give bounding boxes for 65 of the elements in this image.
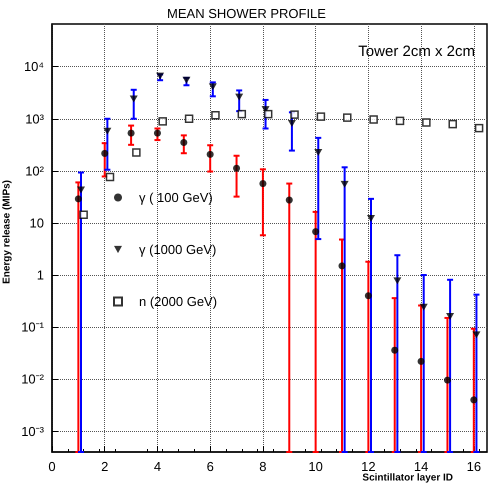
point xyxy=(154,130,161,137)
legend-label: n (2000 GeV) xyxy=(139,294,218,309)
point xyxy=(472,331,480,338)
point xyxy=(77,186,85,194)
x-tick-label: 16 xyxy=(466,459,482,474)
point xyxy=(235,94,244,101)
x-tick-label: 10 xyxy=(308,459,323,474)
x-tick-label: 12 xyxy=(361,459,376,474)
point xyxy=(103,128,112,135)
x-tick-label: 8 xyxy=(259,459,267,474)
point xyxy=(343,113,352,122)
legend-label: γ (1000 GeV) xyxy=(139,242,216,257)
x-axis-title: Scintillator layer ID xyxy=(362,472,454,484)
point xyxy=(369,115,378,124)
point xyxy=(180,139,188,146)
point xyxy=(74,195,82,202)
point xyxy=(101,150,108,157)
point xyxy=(312,228,320,236)
point xyxy=(158,117,167,126)
point xyxy=(470,396,478,404)
y-tick-label: 10⁴ xyxy=(24,59,44,74)
x-tick-label: 2 xyxy=(101,459,108,474)
point xyxy=(206,150,214,158)
chart-title: MEAN SHOWER PROFILE xyxy=(167,6,326,21)
point xyxy=(233,164,240,172)
point xyxy=(132,148,141,157)
point xyxy=(184,114,194,124)
y-tick-label: 10⁻³ xyxy=(21,424,45,439)
point xyxy=(396,116,404,126)
point xyxy=(422,118,431,127)
y-axis-title: Energy release (MIPs) xyxy=(2,180,12,284)
point xyxy=(259,180,266,188)
point xyxy=(286,196,293,204)
annotation: Tower 2cm x 2cm xyxy=(358,43,476,60)
point xyxy=(106,172,114,182)
point xyxy=(448,120,457,128)
x-tick-label: 6 xyxy=(206,459,214,474)
point xyxy=(418,358,425,365)
point xyxy=(182,76,190,84)
point xyxy=(444,376,451,384)
x-tick-label: 14 xyxy=(414,459,428,474)
x-tick-label: 0 xyxy=(48,459,56,474)
point xyxy=(314,149,322,156)
point xyxy=(128,130,135,137)
point xyxy=(211,110,220,120)
point xyxy=(338,262,346,270)
point xyxy=(264,110,272,118)
point xyxy=(393,277,402,284)
point xyxy=(340,180,349,188)
point xyxy=(288,120,296,128)
x-tick-label: 4 xyxy=(154,459,162,474)
y-tick-label: 10² xyxy=(25,163,45,178)
point xyxy=(364,292,372,300)
y-tick-label: 10 xyxy=(30,215,44,230)
y-tick-label: 10⁻¹ xyxy=(21,320,45,335)
point xyxy=(316,112,326,121)
point xyxy=(367,214,375,222)
y-tick-label: 1 xyxy=(36,268,44,283)
point xyxy=(391,346,398,354)
point xyxy=(474,124,484,132)
point xyxy=(130,95,138,102)
legend-label: γ ( 100 GeV) xyxy=(139,190,213,205)
y-tick-label: 10³ xyxy=(25,111,45,126)
point xyxy=(79,210,88,219)
y-tick-label: 10⁻² xyxy=(21,372,45,387)
